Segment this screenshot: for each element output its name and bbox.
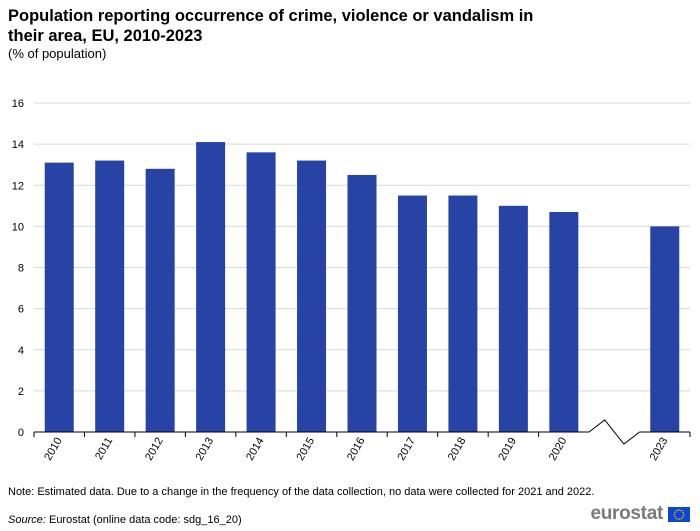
- x-tick-label: 2015: [295, 436, 318, 463]
- chart-subtitle: (% of population): [8, 46, 107, 61]
- x-tick-label: 2017: [395, 436, 418, 463]
- axis-break-marker: [588, 419, 640, 445]
- x-tick-label: 2012: [143, 436, 166, 463]
- chart-note: Note: Estimated data. Due to a change in…: [8, 486, 595, 498]
- x-axis-ticks: 2010 2011 2012 2013 2014 2015 2016 2017 2018 2019…: [42, 436, 670, 463]
- x-tick-label: 2016: [345, 436, 368, 463]
- chart-source: Source: Eurostat (online data code: sdg_…: [8, 514, 242, 527]
- bar-2011: [95, 160, 125, 432]
- y-tick-label: 0: [18, 427, 24, 439]
- x-tick-label: 2010: [42, 436, 65, 463]
- x-tick-label: 2014: [244, 436, 267, 463]
- x-tick-label: 2011: [93, 436, 115, 462]
- bar-2014: [246, 152, 276, 432]
- x-axis: [33, 419, 691, 445]
- bar-2018: [448, 195, 478, 432]
- y-axis-ticks: 0 2 4 6 8 10 12 14 16: [12, 98, 24, 439]
- eurostat-logo: eurostat: [590, 503, 690, 525]
- bar-2017: [397, 195, 427, 432]
- y-tick-label: 16: [12, 98, 24, 110]
- y-tick-label: 12: [12, 180, 24, 192]
- logo-text: eurostat: [590, 503, 663, 524]
- chart-title: Population reporting occurrence of crime…: [8, 7, 534, 45]
- eu-flag-icon: [668, 506, 690, 522]
- bar-2019: [498, 205, 528, 432]
- x-tick-label: 2020: [547, 436, 570, 463]
- y-tick-label: 4: [18, 345, 24, 357]
- source-text: Eurostat (online data code: sdg_16_20): [45, 514, 242, 526]
- y-tick-label: 6: [18, 304, 24, 316]
- bar-2013: [196, 142, 226, 432]
- x-tick-label: 2023: [648, 436, 671, 463]
- bar-2020: [549, 211, 579, 432]
- y-tick-label: 10: [12, 221, 24, 233]
- bar-2010: [44, 162, 74, 432]
- bar-2023: [650, 226, 680, 432]
- x-tick-label: 2019: [496, 436, 519, 463]
- bar-2015: [297, 160, 327, 432]
- y-tick-label: 14: [12, 139, 24, 151]
- y-tick-label: 2: [18, 386, 24, 398]
- bar-2012: [145, 168, 175, 433]
- source-label: Source:: [8, 514, 46, 526]
- x-tick-label: 2013: [194, 436, 217, 463]
- x-tick-label: 2018: [446, 436, 469, 463]
- bars: [44, 142, 680, 433]
- bar-2016: [347, 174, 377, 432]
- y-tick-label: 8: [18, 263, 24, 275]
